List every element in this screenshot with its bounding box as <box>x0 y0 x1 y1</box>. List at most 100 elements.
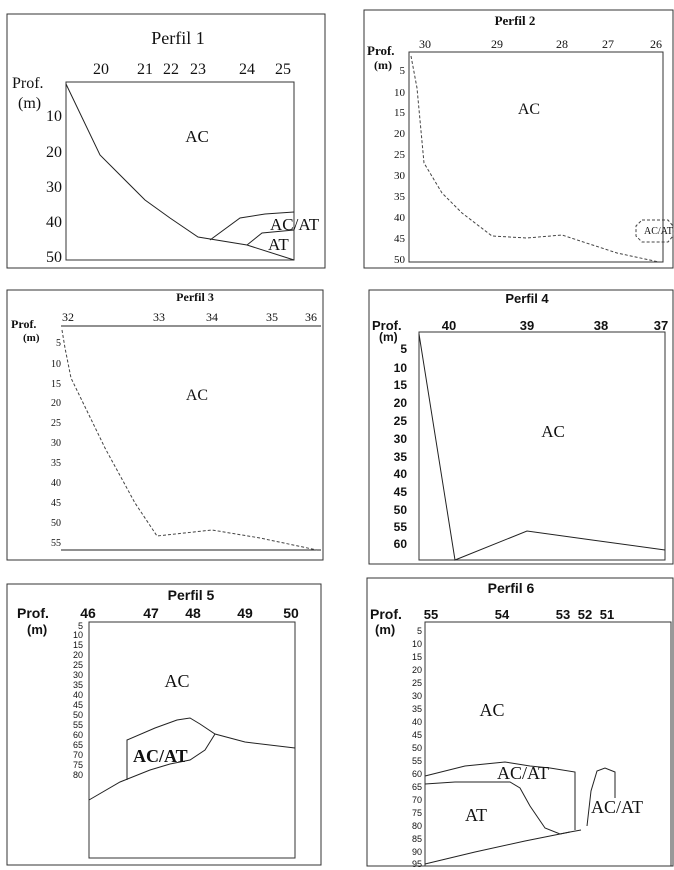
panel-5-depth-tick: 65 <box>73 740 83 750</box>
panel-5-border <box>6 583 322 866</box>
panel-3-depth-tick: 50 <box>51 518 61 529</box>
panel-4-bottom-profile <box>418 333 666 561</box>
panel-2-depth-tick: 15 <box>394 107 406 119</box>
panel-6-depth-tick: 85 <box>412 834 422 844</box>
panel-5-depth-tick: 35 <box>73 680 83 690</box>
panel-5-depth-tick: 45 <box>73 700 83 710</box>
panel-4-depth-tick: 15 <box>394 378 408 392</box>
panel-5-plot-frame <box>88 621 296 859</box>
panel-1-station: 24 <box>239 61 255 78</box>
panel-5-depth-tick: 80 <box>73 770 83 780</box>
panel-1-depth-label: Prof. <box>12 75 44 92</box>
panel-6-depth-tick: 50 <box>412 743 422 753</box>
panel-6-depth-tick: 10 <box>412 639 422 649</box>
panel-3-depth-tick: 20 <box>51 398 61 409</box>
panel-2-depth-tick: 25 <box>394 149 406 161</box>
panel-6-unit-label: AC/AT <box>591 797 643 817</box>
panel-2-unit-label: AC <box>518 101 540 118</box>
profile-panel-5: Perfil 5 Prof. (m) 46 47 48 49 50 5 10 1… <box>5 582 323 867</box>
profile-panel-6: Perfil 6 Prof. (m) 55 54 53 52 51 5 10 1… <box>365 576 674 869</box>
panel-6-depth-tick: 5 <box>417 626 422 636</box>
panel-6-station: 55 <box>424 607 438 622</box>
panel-2-depth-unit: (m) <box>374 58 392 72</box>
panel-1-depth-tick: 10 <box>46 108 62 125</box>
panel-3-title: Perfil 3 <box>176 290 214 304</box>
panel-5-depth-tick: 10 <box>73 630 83 640</box>
panel-4-depth-tick: 55 <box>394 520 408 534</box>
panel-5-depth-tick: 55 <box>73 720 83 730</box>
panel-2-bottom-profile <box>410 55 660 263</box>
panel-5-depth-label: Prof. <box>17 605 49 621</box>
panel-5-title: Perfil 5 <box>168 587 215 603</box>
panel-6-depth-tick: 40 <box>412 717 422 727</box>
panel-5-depth-tick: 5 <box>78 621 83 631</box>
panel-2-title: Perfil 2 <box>495 13 536 28</box>
panel-2-depth-tick: 5 <box>400 65 406 77</box>
panel-6-unit-label: AC/AT <box>497 763 549 783</box>
profile-4-diagram: Perfil 4 Prof. (m) 40 39 38 37 5 10 15 2… <box>368 289 674 565</box>
panel-4-depth-tick: 60 <box>394 537 408 551</box>
panel-6-unit-label: AT <box>465 805 487 825</box>
panel-6-depth-tick: 35 <box>412 704 422 714</box>
panel-2-station: 29 <box>491 37 503 51</box>
panel-6-depth-tick: 25 <box>412 678 422 688</box>
panel-6-depth-unit: (m) <box>375 622 395 637</box>
panel-3-depth-unit: (m) <box>23 332 40 344</box>
panel-6-depth-tick: 15 <box>412 652 422 662</box>
panel-6-acat-right-body <box>586 767 616 827</box>
panel-4-station: 40 <box>442 318 456 333</box>
panel-1-station: 21 <box>137 61 153 78</box>
panel-6-depth-tick: 55 <box>412 756 422 766</box>
panel-5-bottom-profile <box>88 733 216 801</box>
panel-5-station: 50 <box>283 605 299 621</box>
panel-4-depth-tick: 30 <box>394 432 408 446</box>
panel-4-station: 39 <box>520 318 534 333</box>
panel-6-depth-tick: 20 <box>412 665 422 675</box>
panel-1-station: 25 <box>275 61 291 78</box>
panel-6-station: 51 <box>600 607 614 622</box>
panel-2-plot-frame <box>408 51 664 263</box>
panel-4-depth-tick: 40 <box>394 467 408 481</box>
panel-5-station: 46 <box>80 605 96 621</box>
panel-1-unit-label: AC/AT <box>270 215 320 234</box>
panel-3-depth-tick: 40 <box>51 478 61 489</box>
panel-3-depth-tick: 5 <box>56 338 61 349</box>
panel-1-station: 20 <box>93 61 109 78</box>
panel-1-depth-tick: 20 <box>46 144 62 161</box>
panel-5-depth-tick: 15 <box>73 640 83 650</box>
panel-1-station: 23 <box>190 61 206 78</box>
panel-4-depth-tick: 50 <box>394 503 408 517</box>
panel-3-bottom-profile <box>61 329 318 551</box>
panel-3-depth-tick: 30 <box>51 438 61 449</box>
panel-5-unit-label: AC <box>164 671 189 691</box>
profile-2-diagram: Perfil 2 Prof. (m) 30 29 28 27 26 5 10 1… <box>363 9 674 269</box>
panel-3-border <box>6 289 324 561</box>
panel-2-unit-label: AC/AT <box>644 226 673 237</box>
panel-4-station: 37 <box>654 318 668 333</box>
panel-6-depth-tick: 60 <box>412 769 422 779</box>
panel-6-station: 54 <box>495 607 510 622</box>
panel-2-acat-body <box>635 219 674 243</box>
panel-2-depth-label: Prof. <box>367 43 395 58</box>
panel-5-depth-tick: 70 <box>73 750 83 760</box>
panel-4-plot-frame <box>418 331 666 561</box>
panel-3-station: 33 <box>153 310 165 324</box>
panel-1-depth-tick: 30 <box>46 179 62 196</box>
panel-6-unit-label: AC <box>479 700 504 720</box>
panel-3-station: 35 <box>266 310 278 324</box>
panel-4-unit-label: AC <box>541 422 565 441</box>
panel-6-depth-tick: 95 <box>412 859 422 869</box>
panel-2-station: 30 <box>419 37 431 51</box>
panel-5-depth-tick: 60 <box>73 730 83 740</box>
panel-6-depth-tick: 45 <box>412 730 422 740</box>
panel-4-depth-tick: 45 <box>394 485 408 499</box>
panel-4-depth-tick: 20 <box>394 396 408 410</box>
panel-2-depth-tick: 20 <box>394 128 406 140</box>
panel-2-depth-tick: 45 <box>394 233 406 245</box>
panel-5-depth-tick: 30 <box>73 670 83 680</box>
panel-2-depth-tick: 10 <box>394 87 406 99</box>
panel-1-unit-label: AC <box>185 127 209 146</box>
profile-6-diagram: Perfil 6 Prof. (m) 55 54 53 52 51 5 10 1… <box>366 577 674 869</box>
panel-3-depth-tick: 45 <box>51 498 61 509</box>
panel-1-depth-tick: 40 <box>46 214 62 231</box>
